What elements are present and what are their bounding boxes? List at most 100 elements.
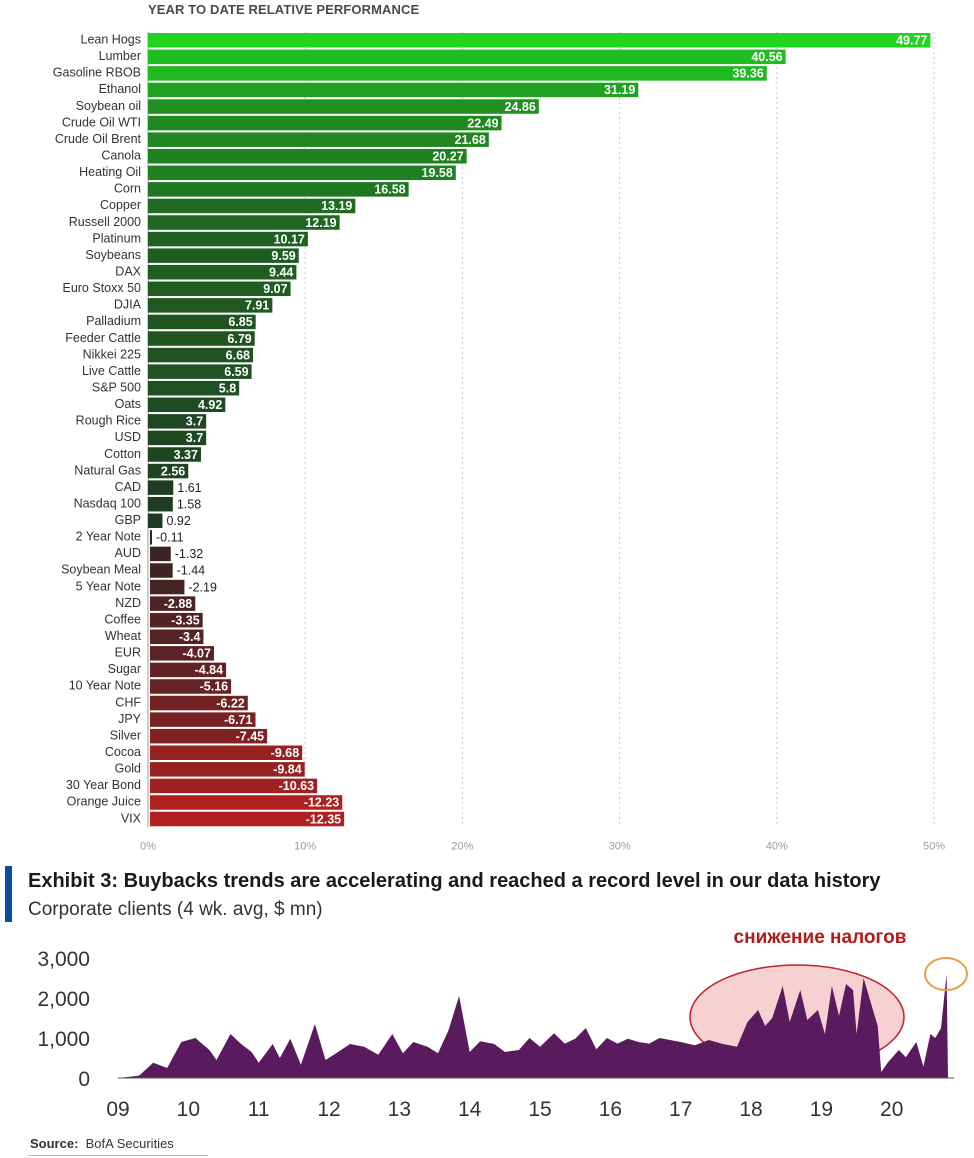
value-label: -7.45 [236,729,265,743]
bar [148,513,163,529]
x-tick-label: 17 [669,1098,692,1121]
value-label: -2.19 [188,580,217,594]
bar [148,182,409,197]
bar [148,148,467,164]
category-label: 2 Year Note [76,530,141,544]
x-tick-label: 19 [810,1098,833,1121]
category-label: Gold [115,762,141,776]
category-label: Platinum [92,231,141,245]
category-label: Silver [110,728,141,742]
category-label: Heating Oil [79,165,141,179]
bar [148,397,226,413]
value-label: 22.49 [467,116,498,130]
bar [148,165,456,181]
value-label: -2.88 [164,597,193,611]
category-label: 10 Year Note [69,679,141,693]
bar [150,679,232,694]
bar [148,298,273,313]
source-note: Source: BofA Securities [30,1136,174,1151]
value-label: 3.37 [174,448,198,462]
bar [150,612,203,628]
bar [150,695,248,711]
value-label: 1.58 [177,497,201,511]
bar [148,231,308,247]
value-label: 3.7 [186,415,203,429]
value-label: 31.19 [604,83,635,97]
category-label: AUD [115,546,141,560]
value-label: -9.68 [271,746,300,760]
category-label: VIX [121,811,142,825]
bar [150,795,343,810]
category-label: CAD [115,480,141,494]
category-label: Canola [101,148,141,162]
bar [148,430,207,446]
category-label: Lumber [99,49,141,63]
category-label: DJIA [114,298,142,312]
category-label: USD [115,430,141,444]
value-label: 4.92 [198,398,222,412]
category-label: Cotton [104,447,141,461]
buybacks-area-chart: 3,000 2,000 1,000 0 09 10 11 12 13 14 15 16 17 18 19 20… [37,930,968,1121]
x-tick-label: 40% [766,840,788,852]
bar [150,662,227,678]
category-label: Sugar [108,662,141,676]
category-label: Orange Juice [67,795,141,809]
bar [148,414,207,429]
value-label: 6.85 [228,315,252,329]
value-label: 6.68 [226,348,250,362]
bar [148,480,174,495]
value-label: 9.59 [271,249,295,263]
value-label: -1.32 [175,547,204,561]
value-label: -12.35 [306,812,341,826]
value-label: 24.86 [505,100,536,114]
bar [148,331,255,346]
bar [148,66,767,81]
x-tick-label: 20 [880,1098,903,1121]
x-tick-label: 15 [528,1098,551,1121]
category-label: Gasoline RBOB [53,66,141,80]
value-label: -5.16 [200,680,229,694]
category-label: Oats [115,397,141,411]
bar [150,811,345,827]
value-label: -3.35 [171,613,200,627]
exhibit-subtitle: Corporate clients (4 wk. avg, $ mn) [28,899,323,920]
bar [148,281,291,297]
category-label: DAX [115,264,141,278]
value-label: -6.71 [224,713,253,727]
bar [148,82,639,98]
y-tick-label: 1,000 [37,1028,90,1051]
bar [148,463,189,479]
x-tick-label: 12 [317,1098,340,1121]
bar [150,596,196,611]
x-tick-label: 13 [388,1098,411,1121]
chart-title: YEAR TO DATE RELATIVE PERFORMANCE [148,2,420,17]
x-tick-label: 50% [923,840,945,852]
value-label: -4.84 [195,663,224,677]
bar [148,380,240,396]
category-label: Russell 2000 [69,215,141,229]
value-label: 13.19 [321,199,352,213]
category-label: Soybean oil [76,99,141,113]
bar [148,447,201,462]
x-tick-label: 20% [451,840,473,852]
x-tick-label: 10% [294,840,316,852]
bar [148,314,256,330]
value-label: 19.58 [422,166,453,180]
value-label: 9.07 [263,282,287,296]
value-label: 39.36 [732,67,763,81]
value-label: 7.91 [245,299,269,313]
value-label: 5.8 [219,381,236,395]
bar [148,496,173,512]
category-label: NZD [115,596,141,610]
category-label: Wheat [105,629,142,643]
category-label: Cocoa [105,745,141,759]
category-label: Nikkei 225 [83,347,141,361]
bar [148,99,539,114]
category-label: Rough Rice [76,414,141,428]
category-label: Lean Hogs [81,33,141,47]
buybacks-area [118,974,948,1078]
category-label: GBP [115,513,141,527]
value-label: -6.22 [216,696,245,710]
source-divider [28,1155,208,1156]
x-tick-label: 30% [609,840,631,852]
